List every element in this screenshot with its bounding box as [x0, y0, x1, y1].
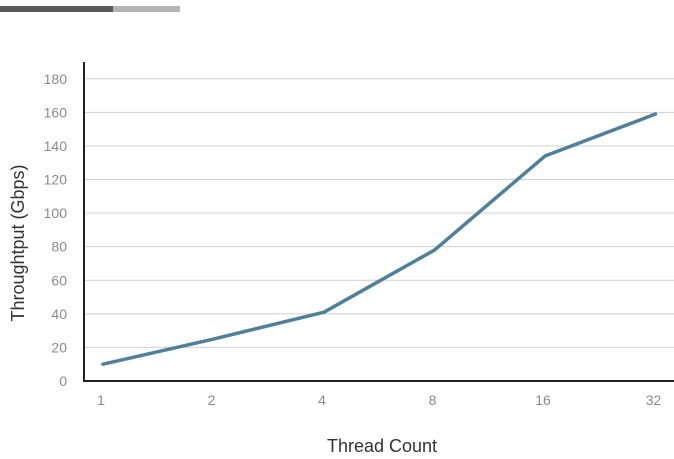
y-tick-label: 100: [44, 205, 68, 221]
x-tick-label: 16: [535, 392, 551, 408]
y-tick-labels: 0 20 40 60 80 100 120 140 160 180: [44, 71, 68, 389]
x-tick-label: 1: [97, 392, 105, 408]
gridlines: [84, 78, 674, 348]
y-tick-label: 60: [51, 272, 67, 288]
x-axis-title: Thread Count: [327, 436, 437, 456]
y-tick-label: 20: [51, 339, 67, 355]
x-tick-label: 8: [429, 392, 437, 408]
y-tick-label: 180: [44, 71, 68, 87]
header-accent-bar: [0, 6, 180, 12]
y-axis-title: Throughtput (Gbps): [8, 164, 28, 321]
y-tick-label: 140: [44, 138, 68, 154]
x-tick-label: 2: [208, 392, 216, 408]
y-tick-label: 80: [51, 239, 67, 255]
y-tick-label: 40: [51, 306, 67, 322]
y-tick-label: 0: [59, 373, 67, 389]
y-tick-label: 120: [44, 172, 68, 188]
header-accent-bar-dark: [0, 6, 113, 12]
y-tick-label: 160: [44, 104, 68, 120]
header-accent-bar-light: [113, 6, 180, 12]
x-tick-label: 4: [318, 392, 326, 408]
x-tick-label: 32: [646, 392, 662, 408]
throughput-series-line: [101, 112, 658, 366]
x-tick-labels: 1 2 4 8 16 32: [97, 392, 661, 408]
